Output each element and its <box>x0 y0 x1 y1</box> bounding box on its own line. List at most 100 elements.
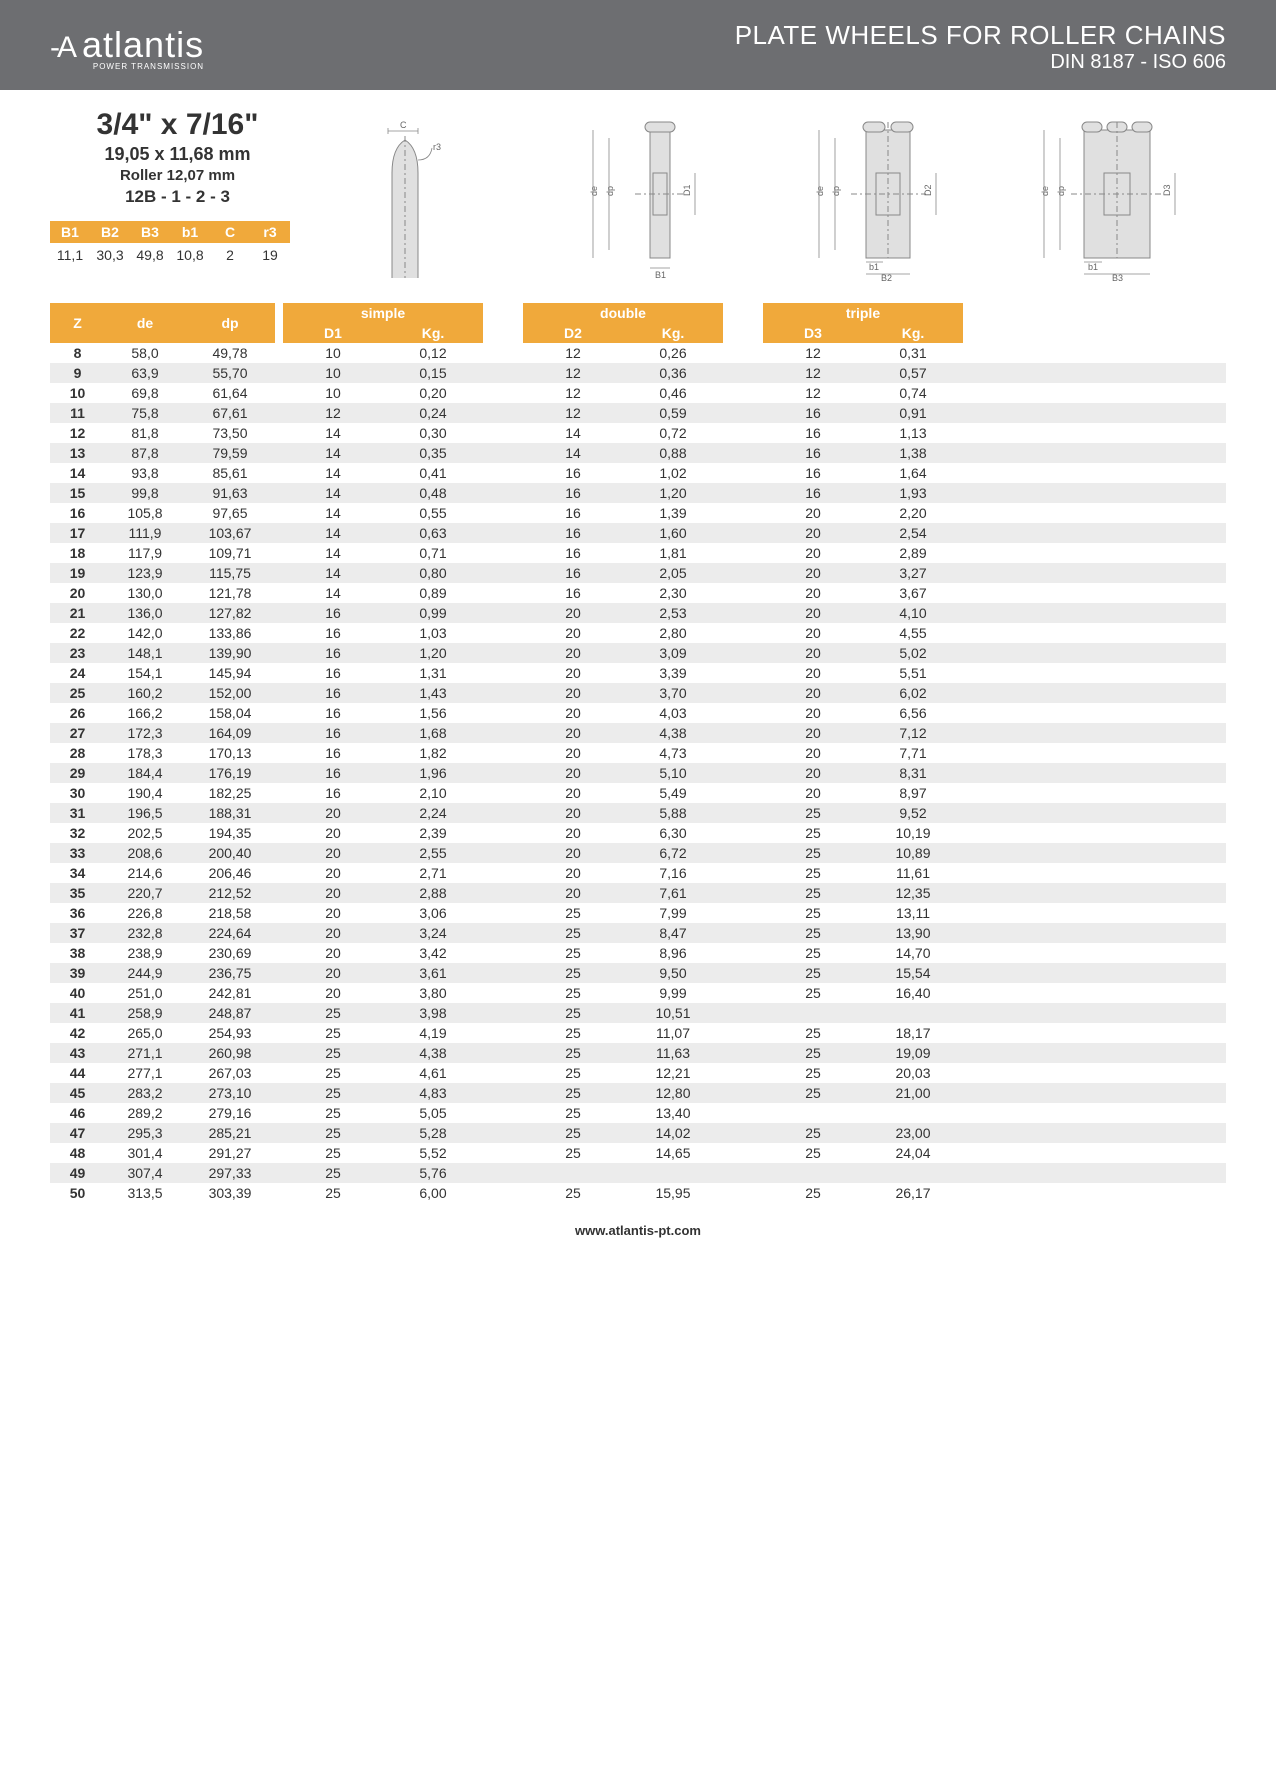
cell-d3: 25 <box>763 963 863 983</box>
cell-kg1: 2,24 <box>383 803 483 823</box>
cell-kg1: 6,00 <box>383 1183 483 1203</box>
cell-dp: 212,52 <box>185 883 275 903</box>
cell-de: 123,9 <box>105 563 185 583</box>
cell-d1: 14 <box>283 583 383 603</box>
cell-d3: 20 <box>763 603 863 623</box>
cell-z: 42 <box>50 1023 105 1043</box>
cell-kg1: 0,24 <box>383 403 483 423</box>
cell-d2: 14 <box>523 443 623 463</box>
table-row: 49307,4297,33255,76 <box>50 1163 1226 1183</box>
cell-z: 45 <box>50 1083 105 1103</box>
cell-kg2: 1,81 <box>623 543 723 563</box>
cell-d3: 16 <box>763 423 863 443</box>
cell-z: 36 <box>50 903 105 923</box>
cell-dp: 218,58 <box>185 903 275 923</box>
cell-dp: 291,27 <box>185 1143 275 1163</box>
cell-kg3: 5,02 <box>863 643 963 663</box>
cell-kg2: 8,96 <box>623 943 723 963</box>
label-B3: B3 <box>1112 273 1123 283</box>
cell-kg2: 7,61 <box>623 883 723 903</box>
spec-code: 12B - 1 - 2 - 3 <box>50 187 305 207</box>
cell-kg2: 5,10 <box>623 763 723 783</box>
cell-d1: 20 <box>283 903 383 923</box>
cell-z: 37 <box>50 923 105 943</box>
dim-value: 19 <box>250 243 290 267</box>
cell-d3 <box>763 1103 863 1123</box>
cell-kg2: 12,21 <box>623 1063 723 1083</box>
cell-dp: 267,03 <box>185 1063 275 1083</box>
col-d2: D2 <box>523 323 623 343</box>
cell-d2: 25 <box>523 1183 623 1203</box>
cell-kg1: 3,80 <box>383 983 483 1003</box>
cell-d2: 20 <box>523 783 623 803</box>
cell-d2: 16 <box>523 483 623 503</box>
cell-d2: 20 <box>523 863 623 883</box>
cell-dp: 49,78 <box>185 343 275 363</box>
cell-dp: 236,75 <box>185 963 275 983</box>
cell-d2: 12 <box>523 383 623 403</box>
table-row: 16105,897,65140,55161,39202,20 <box>50 503 1226 523</box>
cell-kg3: 1,38 <box>863 443 963 463</box>
table-row: 26166,2158,04161,56204,03206,56 <box>50 703 1226 723</box>
cell-de: 232,8 <box>105 923 185 943</box>
diagram-double: de dp D2 b1 B2 <box>796 118 986 283</box>
cell-kg1: 0,63 <box>383 523 483 543</box>
table-row: 35220,7212,52202,88207,612512,35 <box>50 883 1226 903</box>
table-row: 45283,2273,10254,832512,802521,00 <box>50 1083 1226 1103</box>
cell-z: 43 <box>50 1043 105 1063</box>
label-D2: D2 <box>923 184 933 196</box>
cell-kg1: 3,98 <box>383 1003 483 1023</box>
cell-dp: 194,35 <box>185 823 275 843</box>
cell-kg2: 0,36 <box>623 363 723 383</box>
label-D1: D1 <box>682 184 692 196</box>
cell-d3: 12 <box>763 343 863 363</box>
cell-kg3 <box>863 1163 963 1183</box>
cell-z: 10 <box>50 383 105 403</box>
cell-dp: 115,75 <box>185 563 275 583</box>
table-row: 25160,2152,00161,43203,70206,02 <box>50 683 1226 703</box>
cell-de: 208,6 <box>105 843 185 863</box>
cell-kg1: 2,39 <box>383 823 483 843</box>
cell-z: 12 <box>50 423 105 443</box>
cell-z: 22 <box>50 623 105 643</box>
cell-d1: 25 <box>283 1123 383 1143</box>
cell-kg2: 4,73 <box>623 743 723 763</box>
label-de: de <box>589 186 599 196</box>
table-row: 32202,5194,35202,39206,302510,19 <box>50 823 1226 843</box>
cell-kg3 <box>863 1003 963 1023</box>
cell-d1: 16 <box>283 703 383 723</box>
cell-kg3: 15,54 <box>863 963 963 983</box>
cell-kg3: 14,70 <box>863 943 963 963</box>
cell-kg2: 2,30 <box>623 583 723 603</box>
cell-d3: 25 <box>763 1063 863 1083</box>
cell-de: 258,9 <box>105 1003 185 1023</box>
cell-kg1: 3,24 <box>383 923 483 943</box>
cell-dp: 103,67 <box>185 523 275 543</box>
table-row: 24154,1145,94161,31203,39205,51 <box>50 663 1226 683</box>
table-row: 1493,885,61140,41161,02161,64 <box>50 463 1226 483</box>
cell-d2: 16 <box>523 563 623 583</box>
cell-d2: 20 <box>523 703 623 723</box>
cell-kg3 <box>863 1103 963 1123</box>
cell-d1: 20 <box>283 983 383 1003</box>
cell-d3: 25 <box>763 823 863 843</box>
table-row: 47295,3285,21255,282514,022523,00 <box>50 1123 1226 1143</box>
cell-kg2: 6,72 <box>623 843 723 863</box>
cell-d1: 14 <box>283 503 383 523</box>
cell-dp: 279,16 <box>185 1103 275 1123</box>
cell-d1: 25 <box>283 1143 383 1163</box>
diagram-triple: de dp D3 b1 B3 <box>1026 118 1216 283</box>
cell-de: 63,9 <box>105 363 185 383</box>
cell-d1: 14 <box>283 483 383 503</box>
table-row: 1069,861,64100,20120,46120,74 <box>50 383 1226 403</box>
table-row: 34214,6206,46202,71207,162511,61 <box>50 863 1226 883</box>
cell-kg1: 0,15 <box>383 363 483 383</box>
header-title: PLATE WHEELS FOR ROLLER CHAINS <box>735 20 1226 51</box>
cell-kg1: 1,68 <box>383 723 483 743</box>
cell-d2: 20 <box>523 883 623 903</box>
logo-icon: -A <box>50 31 74 65</box>
cell-de: 178,3 <box>105 743 185 763</box>
cell-d3: 25 <box>763 1123 863 1143</box>
cell-de: 202,5 <box>105 823 185 843</box>
cell-z: 33 <box>50 843 105 863</box>
